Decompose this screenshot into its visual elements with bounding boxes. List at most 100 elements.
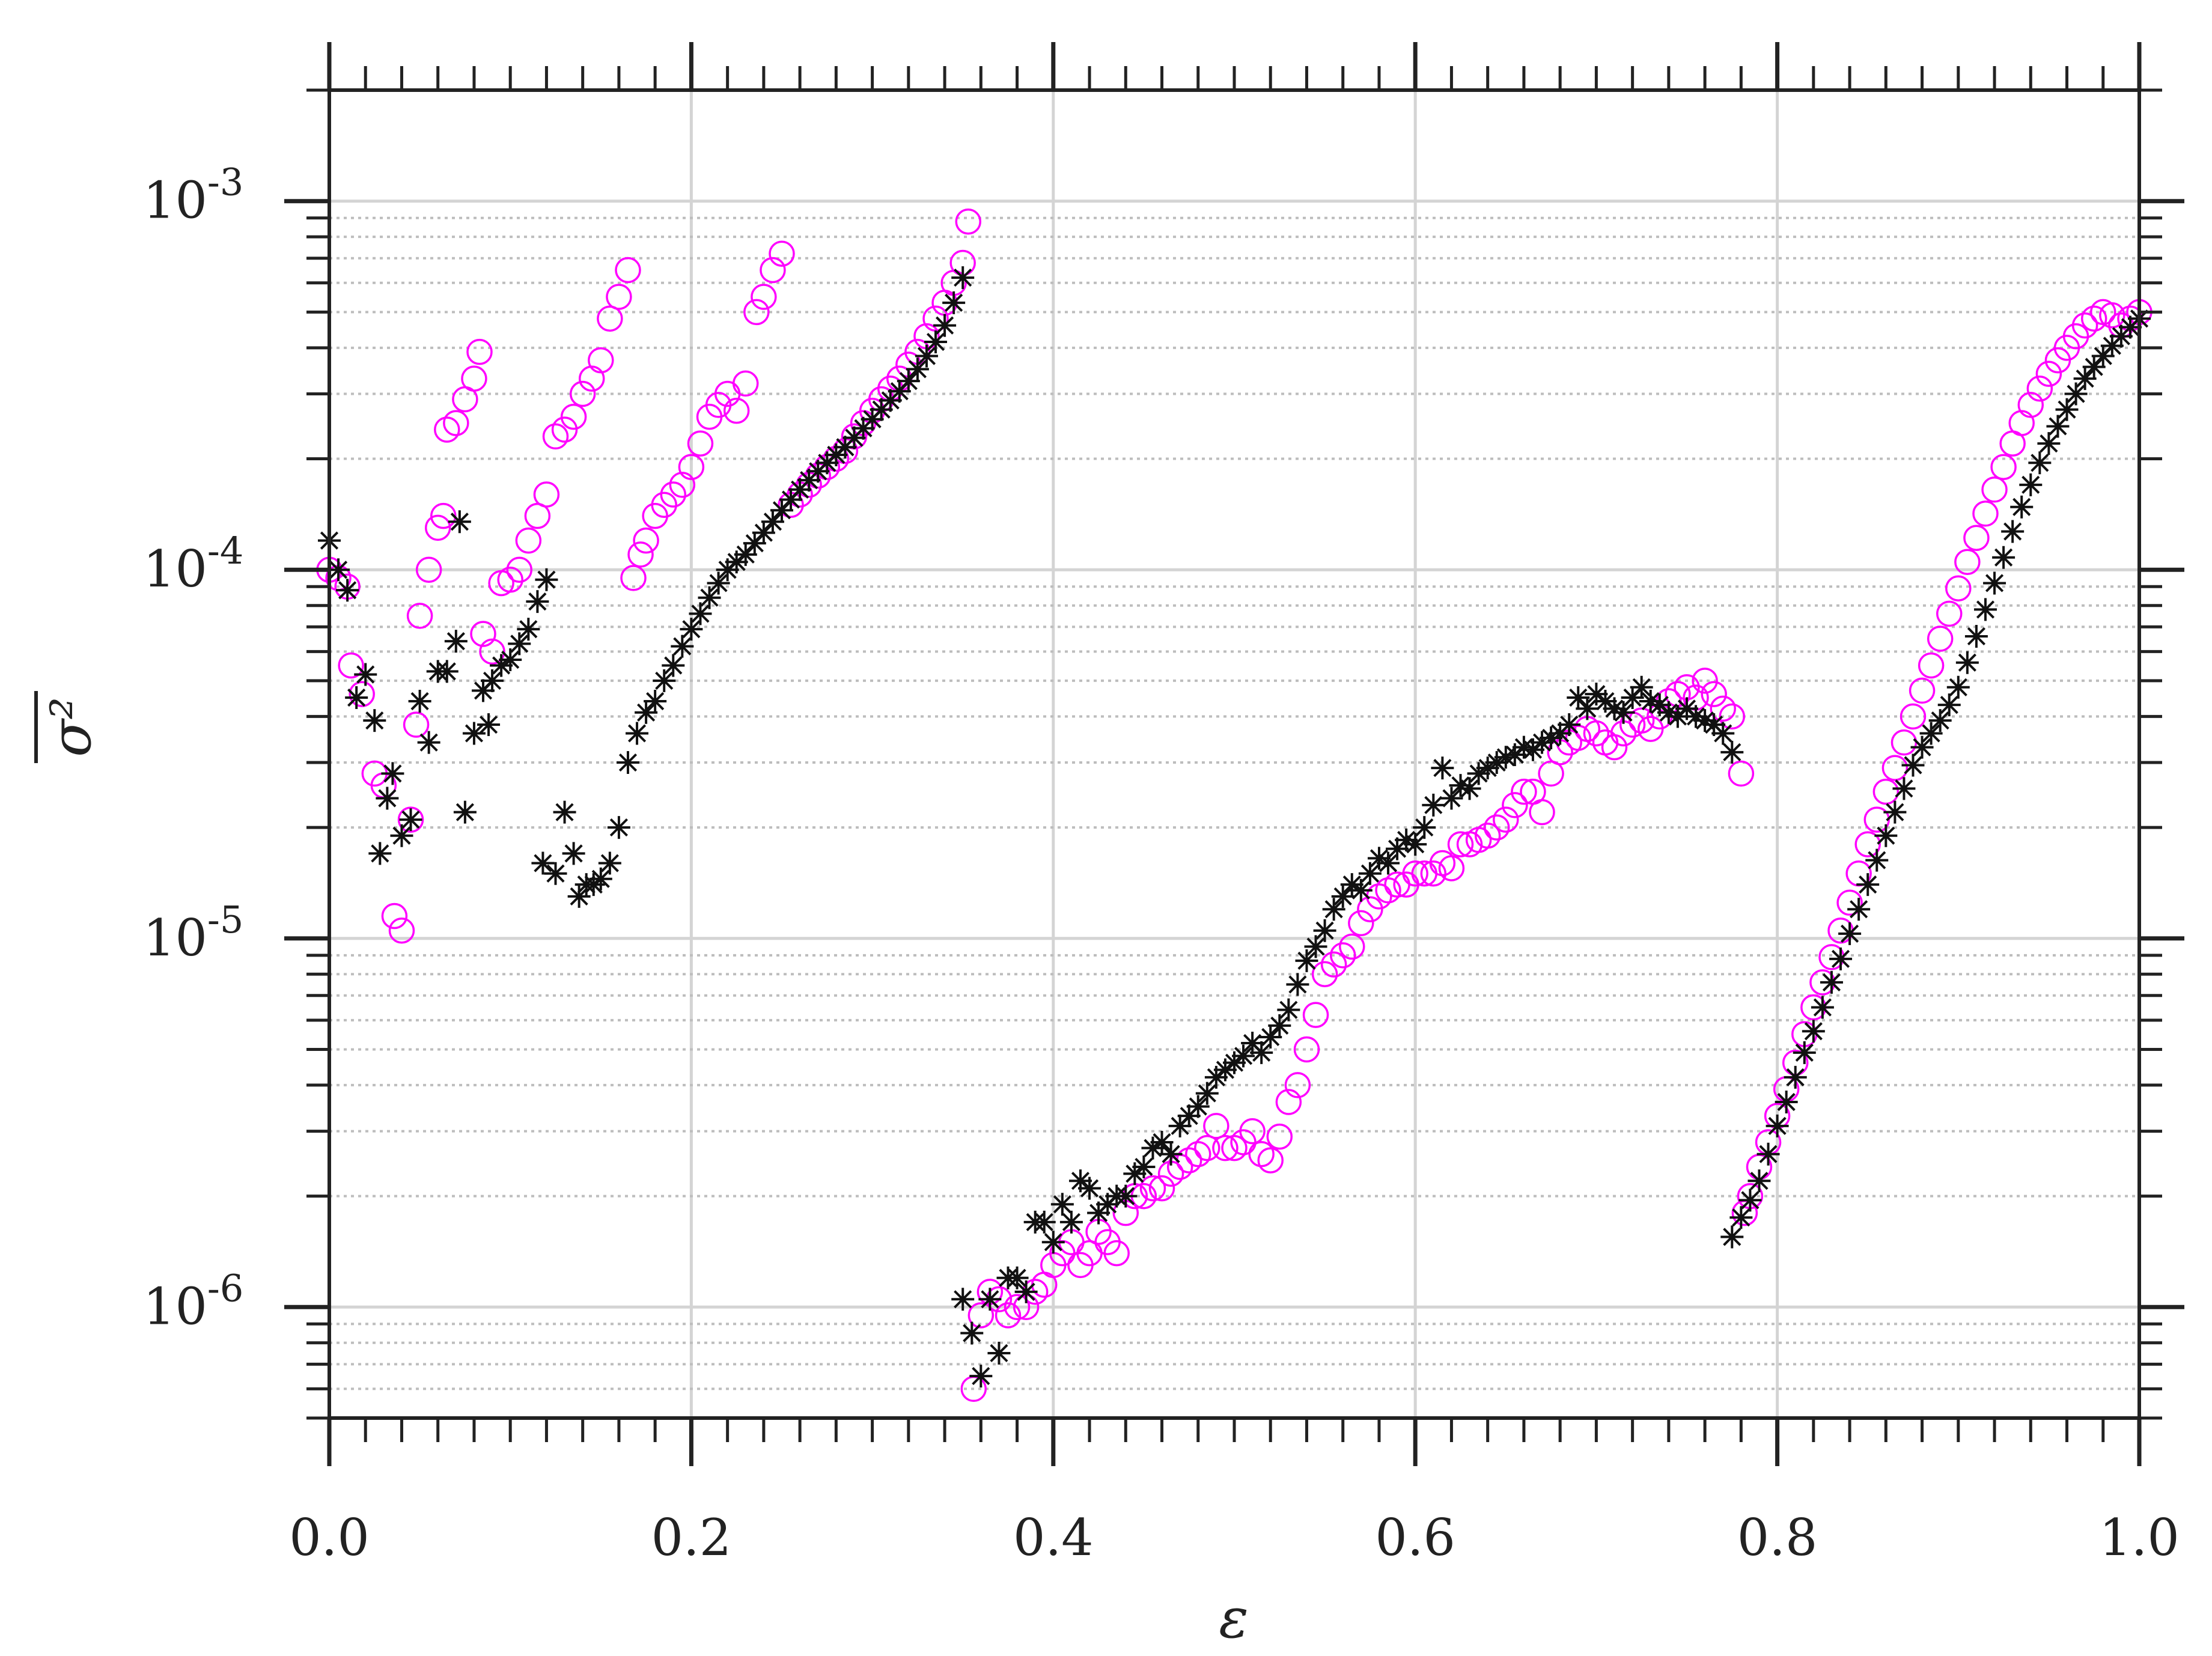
y-tick-label: 10-5: [143, 898, 243, 967]
star-point: [2100, 334, 2124, 358]
star-point: [1358, 862, 1382, 885]
star-point: [1395, 828, 1418, 851]
circle-point: [1945, 575, 1972, 602]
x-tick-label: 0.6: [1375, 1508, 1455, 1567]
circle-point: [1909, 677, 1936, 704]
circle-point: [2026, 376, 2053, 402]
star-point: [951, 266, 975, 290]
star-point: [1223, 1051, 1246, 1074]
star-point: [897, 370, 920, 393]
circle-point: [1936, 600, 1963, 627]
star-point: [472, 679, 495, 702]
star-point: [1295, 949, 1318, 972]
circle-point: [542, 423, 569, 450]
star-point: [2001, 520, 2025, 543]
star-point: [490, 654, 513, 677]
star-point: [1068, 1169, 1092, 1193]
star-point: [951, 1288, 975, 1311]
circle-point: [2099, 302, 2125, 329]
circle-point: [403, 711, 430, 738]
circle-point: [1483, 814, 1510, 841]
star-point: [1558, 713, 1581, 737]
star-point: [1458, 777, 1481, 800]
circle-point: [1900, 703, 1927, 730]
circle-point: [1692, 668, 1718, 694]
circle-point: [2071, 312, 2098, 339]
circle-point: [406, 603, 433, 629]
circle-point: [597, 305, 623, 332]
star-point: [1322, 898, 1345, 921]
star-point: [399, 808, 422, 832]
circle-point: [1339, 933, 1365, 960]
star-point: [2073, 367, 2097, 391]
star-point: [1747, 1169, 1771, 1193]
circle-point: [506, 556, 533, 583]
star-point: [1594, 689, 1617, 713]
star-point: [2019, 473, 2043, 496]
circle-point: [687, 430, 714, 457]
star-point: [1449, 774, 1472, 797]
star-point: [1702, 713, 1726, 737]
circle-point: [1284, 1072, 1311, 1098]
circle-point: [760, 257, 786, 284]
star-point: [888, 380, 911, 403]
star-point: [1585, 683, 1608, 706]
circle-point: [1311, 961, 1338, 987]
star-point: [531, 851, 555, 875]
circle-point: [1502, 792, 1528, 818]
y-tick-label: 10-3: [143, 160, 243, 230]
star-point: [1286, 973, 1309, 996]
circle-point: [669, 472, 696, 498]
star-point: [1268, 1014, 1291, 1037]
star-point: [1177, 1104, 1201, 1128]
star-point: [381, 762, 404, 785]
star-point: [435, 660, 459, 683]
circle-point: [1375, 877, 1401, 904]
star-point: [1204, 1065, 1228, 1089]
circle-point: [1990, 454, 2017, 480]
star-point: [2046, 415, 2070, 438]
circle-point: [955, 209, 981, 235]
star-point: [345, 686, 368, 709]
star-point: [933, 314, 957, 337]
star-point: [553, 800, 576, 824]
star-point: [2010, 495, 2034, 519]
circle-point: [1601, 734, 1628, 761]
star-point: [1820, 970, 1843, 994]
star-point: [1738, 1189, 1762, 1212]
star-point: [444, 630, 468, 653]
circle-point: [1212, 1134, 1239, 1161]
star-point: [842, 426, 866, 449]
star-point: [743, 532, 766, 555]
star-point: [1531, 731, 1554, 754]
circle-point: [733, 370, 759, 397]
star-point: [1195, 1082, 1219, 1105]
circle-point: [627, 541, 654, 568]
star-point: [1657, 701, 1680, 724]
star-point: [1476, 756, 1499, 780]
star-point: [1494, 746, 1517, 769]
star-point: [1720, 1225, 1744, 1249]
x-tick-label: 0.8: [1737, 1508, 1818, 1567]
star-point: [689, 602, 712, 626]
circle-point: [1854, 831, 1881, 857]
star-point: [1883, 800, 1907, 824]
star-point: [1404, 833, 1427, 856]
star-point: [779, 488, 803, 511]
circle-point: [1529, 799, 1555, 826]
star-point: [1467, 762, 1490, 785]
star-point: [1540, 726, 1563, 749]
star-point: [1377, 851, 1400, 875]
star-point: [815, 451, 839, 475]
star-point: [1431, 756, 1454, 780]
star-point: [2055, 398, 2079, 421]
star-point: [1304, 935, 1327, 958]
circle-point: [1320, 951, 1347, 978]
star-point: [363, 709, 386, 732]
circle-point: [1293, 1036, 1320, 1063]
star-point: [752, 521, 775, 544]
star-point: [1892, 777, 1916, 800]
circle-point: [1493, 806, 1519, 833]
